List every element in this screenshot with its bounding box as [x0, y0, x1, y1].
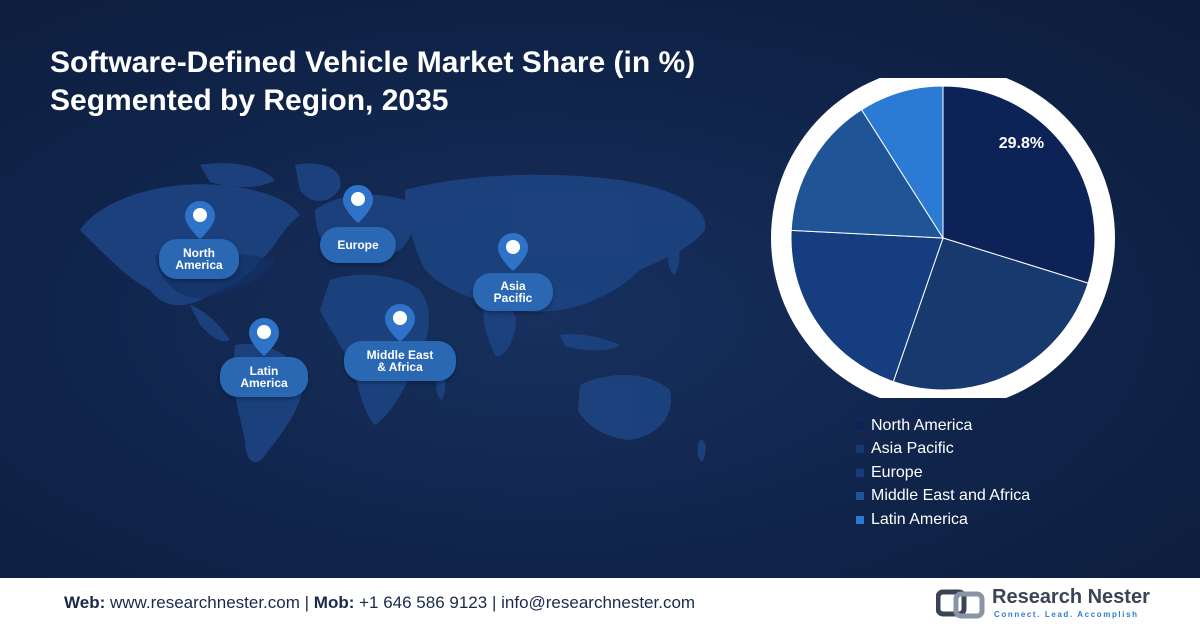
location-pin-icon: [498, 233, 528, 271]
legend-swatch: [856, 421, 864, 430]
pie-data-label: 29.8%: [999, 135, 1044, 152]
map-label-latin-america: Latin America: [220, 357, 308, 397]
map-label-text: America: [175, 258, 223, 272]
legend-swatch: [856, 445, 864, 454]
logo-name: Research Nester: [992, 586, 1150, 608]
map-label-north-america: North America: [159, 239, 239, 279]
pie-chart-svg: 29.8%: [771, 66, 1115, 410]
legend-swatch: [856, 515, 864, 524]
infographic-panel: Software-Defined Vehicle Market Share (i…: [0, 0, 1200, 578]
title-line-2: Segmented by Region, 2035: [50, 84, 449, 117]
legend-swatch: [856, 468, 864, 477]
pie-slice-latin-america: [860, 85, 944, 240]
legend-item: North America: [856, 414, 1030, 438]
legend-swatch: [856, 492, 864, 501]
map-label-text: America: [240, 376, 288, 390]
map-label-asia-pacific: Asia Pacific: [473, 273, 553, 311]
legend-label: North America: [871, 416, 973, 434]
logo-mark-icon: [936, 589, 985, 619]
location-pin-icon: [385, 304, 415, 342]
legend-item: Europe: [856, 461, 1030, 485]
pie-slice-middle-east-and-africa: [790, 108, 944, 239]
map-label-text: North: [183, 246, 215, 260]
chart-legend: North America Asia Pacific Europe Middle Ea…: [856, 414, 1030, 532]
map-label-text: & Africa: [377, 360, 423, 374]
legend-label: Latin America: [871, 510, 968, 528]
separator: |: [491, 593, 497, 612]
pie-slice-europe: [790, 229, 944, 383]
map-label-text: Europe: [337, 238, 379, 252]
legend-label: Europe: [871, 463, 923, 481]
map-label-text: Middle East: [366, 348, 434, 362]
map-label-text: Latin: [249, 364, 279, 378]
location-pin-icon: [185, 201, 215, 239]
map-label-middle-east-africa: Middle East & Africa: [344, 341, 456, 381]
contact-info: Web: www.researchnester.com | Mob: +1 64…: [64, 593, 695, 613]
legend-item: Middle East and Africa: [856, 485, 1030, 509]
web-link[interactable]: www.researchnester.com: [109, 593, 300, 612]
pie-slice-asia-pacific: [892, 237, 1089, 391]
pie-slice-north-america: [942, 85, 1096, 284]
company-logo[interactable]: Research Nester Connect. Lead. Accomplis…: [936, 586, 1156, 622]
pie-chart: 29.8%: [769, 66, 1117, 410]
phone-number[interactable]: +1 646 586 9123: [359, 593, 488, 612]
map-label-text: Pacific: [493, 291, 533, 305]
logo-tagline: Connect. Lead. Accomplish: [994, 610, 1139, 619]
title-line-1: Software-Defined Vehicle Market Share (i…: [50, 46, 696, 79]
map-label-text: Asia: [500, 279, 526, 293]
mob-label: Mob:: [313, 593, 355, 612]
footer: Web: www.researchnester.com | Mob: +1 64…: [0, 578, 1200, 628]
location-pin-icon: [343, 185, 373, 223]
email-link[interactable]: info@researchnester.com: [501, 593, 696, 612]
legend-item: Latin America: [856, 508, 1030, 532]
web-label: Web:: [64, 593, 106, 612]
legend-label: Middle East and Africa: [871, 487, 1031, 505]
map-label-europe: Europe: [320, 227, 396, 263]
location-pin-icon: [249, 318, 279, 356]
legend-item: Asia Pacific: [856, 438, 1030, 462]
separator: |: [304, 593, 310, 612]
page-title: Software-Defined Vehicle Market Share (i…: [50, 44, 695, 120]
legend-label: Asia Pacific: [871, 440, 954, 458]
